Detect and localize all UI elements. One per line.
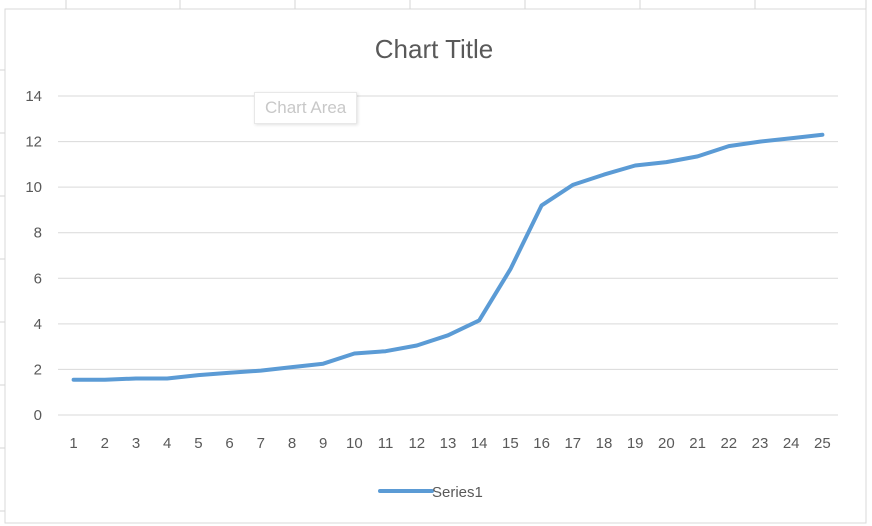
data-point[interactable] — [384, 349, 388, 353]
data-point[interactable] — [290, 365, 294, 369]
data-point[interactable] — [571, 183, 575, 187]
x-tick-label: 13 — [440, 435, 457, 452]
data-point[interactable] — [508, 267, 512, 271]
x-tick-label: 14 — [471, 435, 488, 452]
data-point[interactable] — [820, 133, 824, 137]
data-point[interactable] — [664, 160, 668, 164]
data-point[interactable] — [633, 163, 637, 167]
x-tick-label: 11 — [378, 435, 394, 452]
x-tick-label: 19 — [627, 435, 644, 452]
data-point[interactable] — [789, 136, 793, 140]
y-tick-label: 10 — [25, 179, 42, 196]
data-point[interactable] — [103, 378, 107, 382]
data-point[interactable] — [415, 344, 419, 348]
chart-frame[interactable] — [4, 8, 867, 524]
gridlines — [58, 95, 838, 416]
x-tick-label: 20 — [658, 435, 675, 452]
data-point[interactable] — [196, 373, 200, 377]
y-tick-label: 4 — [34, 316, 42, 333]
data-point[interactable] — [228, 371, 232, 375]
x-tick-label: 23 — [752, 435, 769, 452]
x-tick-label: 6 — [225, 435, 233, 452]
chart-title[interactable]: Chart Title — [375, 34, 494, 64]
x-tick-label: 18 — [596, 435, 613, 452]
y-tick-label: 0 — [34, 407, 42, 424]
x-tick-label: 7 — [257, 435, 265, 452]
x-tick-label: 12 — [408, 435, 425, 452]
data-point[interactable] — [727, 144, 731, 148]
data-point[interactable] — [477, 318, 481, 322]
data-point[interactable] — [165, 377, 169, 381]
data-point[interactable] — [540, 203, 544, 207]
x-tick-label: 22 — [720, 435, 737, 452]
data-point[interactable] — [259, 369, 263, 373]
plot-area[interactable] — [71, 132, 825, 382]
data-point[interactable] — [696, 154, 700, 158]
y-tick-label: 14 — [25, 88, 42, 105]
x-tick-label: 24 — [783, 435, 800, 452]
data-point[interactable] — [72, 378, 76, 382]
data-point[interactable] — [352, 351, 356, 355]
data-point[interactable] — [321, 362, 325, 366]
y-tick-label: 8 — [34, 225, 42, 242]
x-tick-label: 21 — [689, 435, 706, 452]
x-tick-label: 25 — [814, 435, 831, 452]
y-tick-label: 12 — [25, 134, 42, 151]
y-axis[interactable]: 0 2 4 6 8 10 12 14 — [25, 88, 42, 424]
data-point[interactable] — [134, 377, 138, 381]
x-tick-label: 1 — [69, 435, 77, 452]
legend-label[interactable]: Series1 — [432, 484, 483, 501]
series-line[interactable] — [71, 132, 825, 382]
x-tick-label: 2 — [101, 435, 109, 452]
y-tick-label: 6 — [34, 270, 42, 287]
chart-area-tooltip: Chart Area — [254, 92, 358, 124]
x-tick-label: 8 — [288, 435, 296, 452]
x-tick-label: 17 — [564, 435, 581, 452]
x-tick-label: 4 — [163, 435, 171, 452]
data-point[interactable] — [758, 140, 762, 144]
x-tick-label: 9 — [319, 435, 327, 452]
data-point[interactable] — [446, 333, 450, 337]
legend[interactable]: Series1 — [378, 484, 483, 501]
x-tick-label: 3 — [132, 435, 140, 452]
x-axis[interactable]: 1 2 3 4 5 6 7 8 9 10 11 12 13 14 15 16 17 18 19 20 21 22 23 24 2… — [69, 435, 830, 452]
data-point[interactable] — [602, 173, 606, 177]
x-tick-label: 15 — [502, 435, 519, 452]
y-tick-label: 2 — [34, 361, 42, 378]
x-tick-label: 5 — [194, 435, 202, 452]
x-tick-label: 10 — [346, 435, 363, 452]
x-tick-label: 16 — [533, 435, 550, 452]
